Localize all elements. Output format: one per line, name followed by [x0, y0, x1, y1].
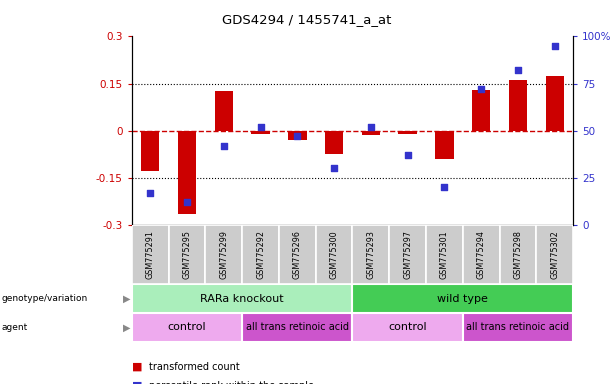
Bar [132, 313, 242, 342]
Point [256, 124, 265, 130]
Bar [352, 225, 389, 284]
Point [513, 67, 523, 73]
Bar [509, 80, 527, 131]
Text: GSM775296: GSM775296 [293, 230, 302, 279]
Text: GSM775291: GSM775291 [146, 230, 154, 279]
Text: wild type: wild type [438, 293, 488, 304]
Bar [325, 131, 343, 154]
Point [440, 184, 449, 190]
Bar [242, 225, 279, 284]
Bar [463, 313, 573, 342]
Bar [205, 225, 242, 284]
Text: GSM775299: GSM775299 [219, 230, 228, 279]
Bar [242, 313, 352, 342]
Text: control: control [388, 322, 427, 333]
Bar [435, 131, 454, 159]
Text: GSM775298: GSM775298 [514, 230, 522, 279]
Bar [178, 131, 196, 214]
Bar [536, 225, 573, 284]
Bar [352, 284, 573, 313]
Text: all trans retinoic acid: all trans retinoic acid [466, 322, 569, 333]
Text: ▶: ▶ [123, 293, 130, 304]
Text: all trans retinoic acid: all trans retinoic acid [246, 322, 349, 333]
Bar [279, 225, 316, 284]
Point [145, 190, 155, 196]
Text: genotype/variation: genotype/variation [1, 294, 88, 303]
Point [403, 152, 413, 158]
Text: percentile rank within the sample: percentile rank within the sample [149, 381, 314, 384]
Bar [472, 90, 490, 131]
Text: GSM775301: GSM775301 [440, 230, 449, 279]
Bar [251, 131, 270, 134]
Bar [398, 131, 417, 134]
Text: GSM775295: GSM775295 [183, 230, 191, 279]
Bar [389, 225, 426, 284]
Bar [500, 225, 536, 284]
Text: ▶: ▶ [123, 322, 130, 333]
Point [550, 43, 560, 49]
Text: GSM775292: GSM775292 [256, 230, 265, 279]
Bar [288, 131, 306, 140]
Bar [546, 76, 564, 131]
Bar [316, 225, 352, 284]
Point [219, 142, 229, 149]
Point [476, 86, 486, 92]
Bar [463, 225, 500, 284]
Bar [352, 313, 463, 342]
Text: ■: ■ [132, 381, 142, 384]
Text: transformed count: transformed count [149, 362, 240, 372]
Bar [215, 91, 233, 131]
Point [366, 124, 376, 130]
Point [329, 165, 339, 171]
Bar [362, 131, 380, 135]
Bar [132, 225, 169, 284]
Text: GSM775293: GSM775293 [367, 230, 375, 279]
Text: agent: agent [1, 323, 28, 332]
Text: control: control [167, 322, 207, 333]
Bar [169, 225, 205, 284]
Text: RARa knockout: RARa knockout [200, 293, 284, 304]
Point [182, 199, 192, 205]
Bar [141, 131, 159, 171]
Bar [426, 225, 463, 284]
Text: GDS4294 / 1455741_a_at: GDS4294 / 1455741_a_at [222, 13, 391, 26]
Text: GSM775297: GSM775297 [403, 230, 412, 279]
Text: GSM775302: GSM775302 [550, 230, 559, 279]
Point [292, 133, 302, 139]
Text: ■: ■ [132, 362, 142, 372]
Bar [132, 284, 352, 313]
Text: GSM775300: GSM775300 [330, 230, 338, 279]
Text: GSM775294: GSM775294 [477, 230, 485, 279]
